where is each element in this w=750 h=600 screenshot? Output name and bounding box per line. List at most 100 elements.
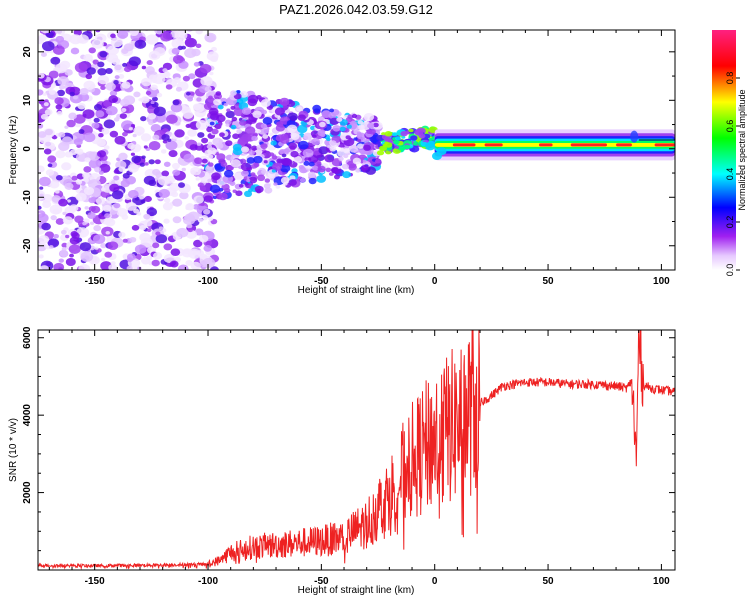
spectrogram-cell xyxy=(39,193,44,197)
spectrogram-cell xyxy=(108,264,118,270)
signal-dip xyxy=(436,147,447,156)
spectrogram-cell xyxy=(58,84,65,90)
spectrogram-cell xyxy=(376,150,385,156)
spectrogram-cell xyxy=(121,107,127,113)
spectrogram-cell xyxy=(172,54,184,64)
spectrogram-cell xyxy=(38,34,47,42)
spectrogram-cell xyxy=(185,229,197,239)
spectrogram-cell xyxy=(362,159,367,163)
spectrogram-cell xyxy=(62,216,74,225)
spectrogram-cell xyxy=(225,140,233,147)
spectrogram-cell xyxy=(203,244,212,252)
spectrogram-cell xyxy=(102,204,112,212)
spectrogram-cell xyxy=(38,165,45,173)
spectrogram-cell xyxy=(256,189,262,194)
spectrogram-cell xyxy=(38,254,44,259)
spectrogram-cell xyxy=(64,69,73,76)
spectrogram-cell xyxy=(110,261,116,266)
spectrogram-cell xyxy=(176,39,183,46)
colorbar-tick-label: 0.0 xyxy=(725,264,735,277)
spectrogram-cell xyxy=(394,145,400,149)
spectrogram-cell xyxy=(298,165,304,170)
spectrogram-cell xyxy=(341,163,350,170)
spectrogram-cell xyxy=(228,165,234,171)
spectrogram-cell xyxy=(357,143,364,149)
spectrogram-cell xyxy=(78,129,85,134)
spectrogram-cell xyxy=(83,80,96,90)
spectrogram-cell xyxy=(166,114,178,124)
spectrogram-cell xyxy=(395,136,401,141)
spectrogram-cell xyxy=(56,89,66,97)
spectrogram-cell xyxy=(187,227,193,233)
x-tick-label: -50 xyxy=(314,276,329,287)
spectrogram-cell xyxy=(143,145,148,149)
spectrogram-cell xyxy=(261,169,267,175)
spectrogram-cell xyxy=(172,198,183,207)
spectrogram-cell xyxy=(281,157,292,166)
spectrogram-cell xyxy=(185,203,195,211)
spectrogram-cell xyxy=(38,213,49,223)
spectrogram-cell xyxy=(40,52,47,57)
spectrogram-cell xyxy=(53,262,65,270)
spectrogram-cell xyxy=(209,71,214,76)
spectrogram-cell xyxy=(103,119,116,129)
spectrogram-cell xyxy=(288,179,297,186)
signal-blip xyxy=(630,130,639,143)
spectrogram-cell xyxy=(73,30,82,36)
spectrogram-cell xyxy=(195,30,203,35)
spectrogram-cell xyxy=(128,127,133,131)
spectrogram-cell xyxy=(308,177,317,185)
spectrogram-cell xyxy=(55,175,63,181)
y-tick-label: 2000 xyxy=(22,481,33,504)
spectrogram-cell xyxy=(183,153,195,163)
colorbar-tick-label: 0.4 xyxy=(725,168,735,181)
spectrogram-cell xyxy=(352,157,362,165)
spectrogram-cell xyxy=(251,145,258,151)
spectrogram-cell xyxy=(42,92,47,96)
spectrogram-cell xyxy=(199,63,212,74)
spectrogram-cell xyxy=(203,195,213,203)
spectrogram-cell xyxy=(70,230,78,237)
spectrogram-cell xyxy=(184,37,197,48)
spectrogram-cell xyxy=(215,142,224,149)
spectrogram-cell xyxy=(325,167,332,173)
spectrogram-cell xyxy=(338,156,344,161)
spectrogram-cell xyxy=(127,142,136,150)
spectrogram-cell xyxy=(146,228,152,233)
spectrogram-cell xyxy=(140,96,150,104)
spectrogram-cell xyxy=(56,110,63,116)
spectrogram-cell xyxy=(127,163,139,173)
spectrogram-cell xyxy=(408,128,414,133)
spectrogram-cell xyxy=(65,258,76,267)
spectrogram-cell xyxy=(188,73,196,80)
spectrogram-cell xyxy=(131,224,140,231)
spectrogram-cell xyxy=(92,234,106,245)
spectrogram-cell xyxy=(281,153,287,158)
x-tick-label: 0 xyxy=(432,576,438,587)
snr-panel: -150 -100 -50 0 50 100 2000 4000 6000 Height of… xyxy=(8,326,676,596)
spectrogram-cell xyxy=(43,148,52,155)
spectrogram-cell xyxy=(97,75,110,85)
spectrogram-cell xyxy=(105,68,113,74)
spectrogram-cell xyxy=(68,244,81,254)
spectrogram-cell xyxy=(113,175,120,181)
spectrogram-cell xyxy=(299,177,306,183)
spectrogram-cell xyxy=(270,140,277,146)
spectrogram-cell xyxy=(170,248,181,256)
spectrogram-cell xyxy=(145,66,155,75)
spectrogram-cell xyxy=(229,181,236,186)
spectrogram-cell xyxy=(361,164,369,171)
spectrogram-cell xyxy=(155,234,168,244)
spectrogram-cell xyxy=(111,57,121,65)
spectrogram-cell xyxy=(238,183,244,188)
spectrogram-cell xyxy=(193,61,200,67)
spectrogram-cell xyxy=(129,30,139,37)
spectrogram-cell xyxy=(182,75,190,82)
spectrogram-cell xyxy=(113,169,120,174)
spectrogram-cell xyxy=(146,207,158,217)
spectrogram-cell xyxy=(45,141,52,147)
spectrogram-cell xyxy=(77,102,86,110)
spectrogram-cell xyxy=(91,122,100,129)
spectrogram-cell xyxy=(170,103,183,113)
